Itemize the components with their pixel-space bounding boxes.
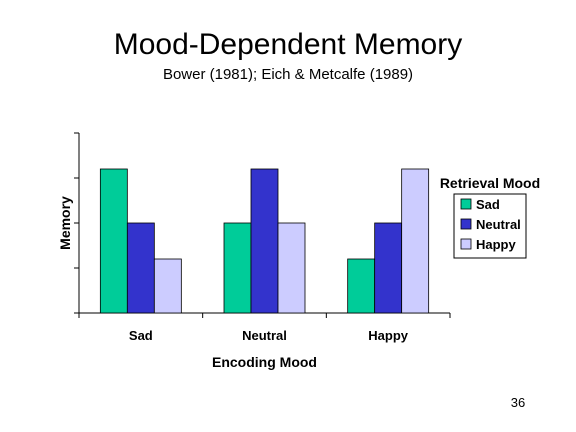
bar-happy-happy	[401, 168, 430, 314]
bar-happy-neutral	[277, 222, 306, 314]
legend-swatch	[460, 198, 472, 210]
chart-bars	[99, 168, 430, 314]
x-axis-title: Encoding Mood	[212, 354, 317, 370]
legend-label: Sad	[476, 197, 500, 212]
chart-legend: Retrieval Mood Sad Neutral Happy	[440, 175, 540, 259]
legend-swatch	[460, 218, 472, 230]
legend-label: Neutral	[476, 217, 521, 232]
bar-sad-sad	[99, 168, 128, 314]
slide-title: Mood-Dependent Memory	[113, 28, 463, 61]
slide-subtitle: Bower (1981); Eich & Metcalfe (1989)	[162, 66, 414, 83]
chart-labels: Sad Neutral Happy Encoding Mood Memory	[57, 196, 409, 370]
legend-swatch	[460, 238, 472, 250]
x-tick-label: Happy	[368, 328, 409, 343]
legend-label: Happy	[476, 237, 517, 252]
bar-sad-happy	[347, 258, 376, 314]
slide-number: 36	[510, 395, 526, 410]
bar-happy-sad	[153, 258, 182, 314]
x-tick-label: Neutral	[242, 328, 287, 343]
y-axis-title: Memory	[57, 196, 73, 250]
bar-sad-neutral	[223, 222, 252, 314]
bar-neutral-neutral	[250, 168, 279, 314]
bar-neutral-sad	[126, 222, 155, 314]
bar-neutral-happy	[374, 222, 403, 314]
x-tick-label: Sad	[129, 328, 153, 343]
legend-title: Retrieval Mood	[440, 175, 540, 191]
